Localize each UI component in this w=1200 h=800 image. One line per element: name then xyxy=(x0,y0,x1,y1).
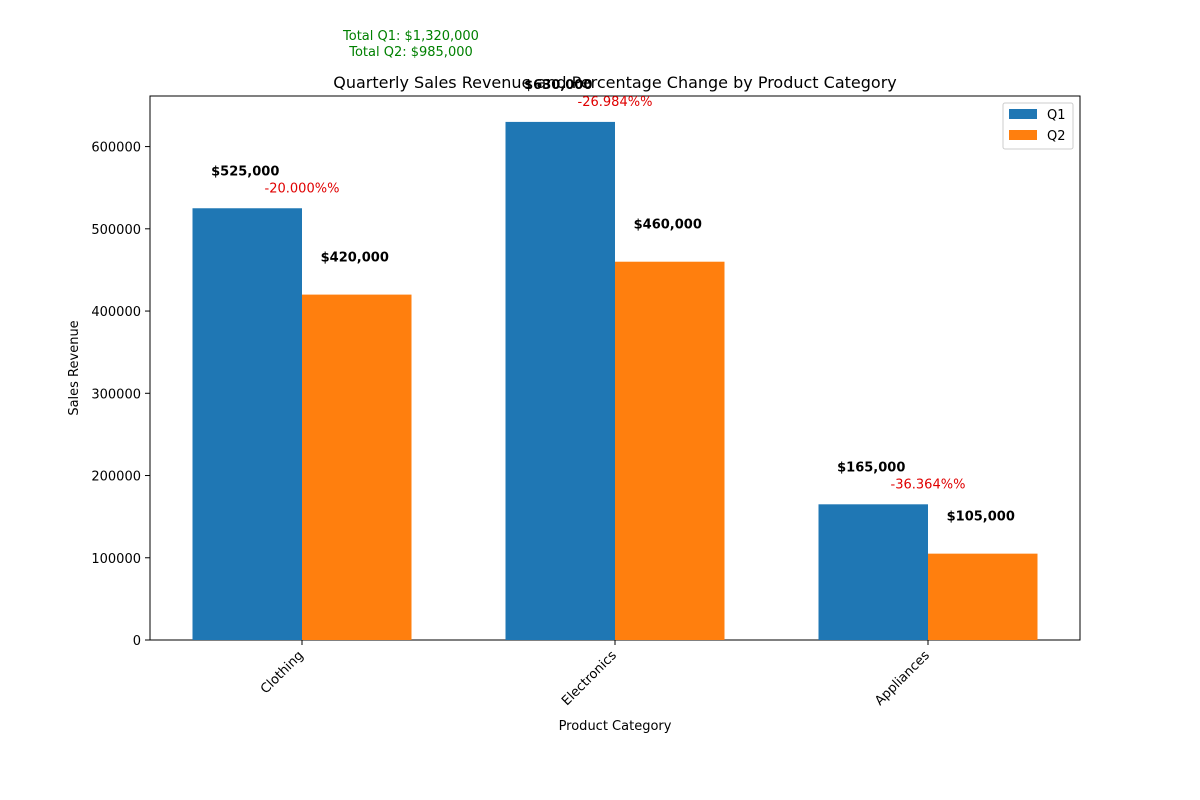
value-label-q2: $460,000 xyxy=(634,218,702,233)
y-tick-label: 300000 xyxy=(91,387,141,402)
total-q1-label: Total Q1: $1,320,000 xyxy=(342,29,479,44)
bar-q1-appliances xyxy=(818,504,928,640)
legend-label-q1: Q1 xyxy=(1047,108,1066,123)
value-label-q1: $525,000 xyxy=(211,164,279,179)
percent-change-label: -20.000%% xyxy=(265,181,340,196)
y-tick-label: 600000 xyxy=(91,141,141,156)
legend-label-q2: Q2 xyxy=(1047,129,1066,144)
value-label-q2: $420,000 xyxy=(321,251,389,266)
y-tick-label: 200000 xyxy=(91,470,141,485)
bar-annotations: $525,000 $630,000 $165,000 $420,000 $460,000… xyxy=(211,78,1015,525)
bars-group xyxy=(192,121,1038,640)
bar-q2-appliances xyxy=(928,553,1038,640)
y-axis-label: Sales Revenue xyxy=(67,320,82,415)
percent-change-label: -36.364%% xyxy=(891,477,966,492)
legend-swatch-q2 xyxy=(1009,130,1037,140)
legend-swatch-q1 xyxy=(1009,109,1037,119)
chart-title: Quarterly Sales Revenue and Percentage C… xyxy=(333,73,897,92)
y-tick-label: 0 xyxy=(133,634,141,649)
total-q2-label: Total Q2: $985,000 xyxy=(348,45,473,60)
y-tick-label: 100000 xyxy=(91,552,141,567)
bar-q2-electronics xyxy=(615,261,725,640)
y-tick-label: 500000 xyxy=(91,223,141,238)
y-axis: 0 100000 200000 300000 400000 500000 600000 xyxy=(91,141,150,649)
y-tick-label: 400000 xyxy=(91,305,141,320)
x-axis-label: Product Category xyxy=(559,719,672,734)
value-label-q1: $165,000 xyxy=(837,460,905,475)
value-label-q2: $105,000 xyxy=(947,510,1015,525)
bar-q1-electronics xyxy=(505,121,615,640)
percent-change-label: -26.984%% xyxy=(578,95,653,110)
value-label-q1: $630,000 xyxy=(524,78,592,93)
legend: Q1 Q2 xyxy=(1002,102,1074,150)
bar-q2-clothing xyxy=(302,294,412,640)
bar-q1-clothing xyxy=(192,208,302,640)
